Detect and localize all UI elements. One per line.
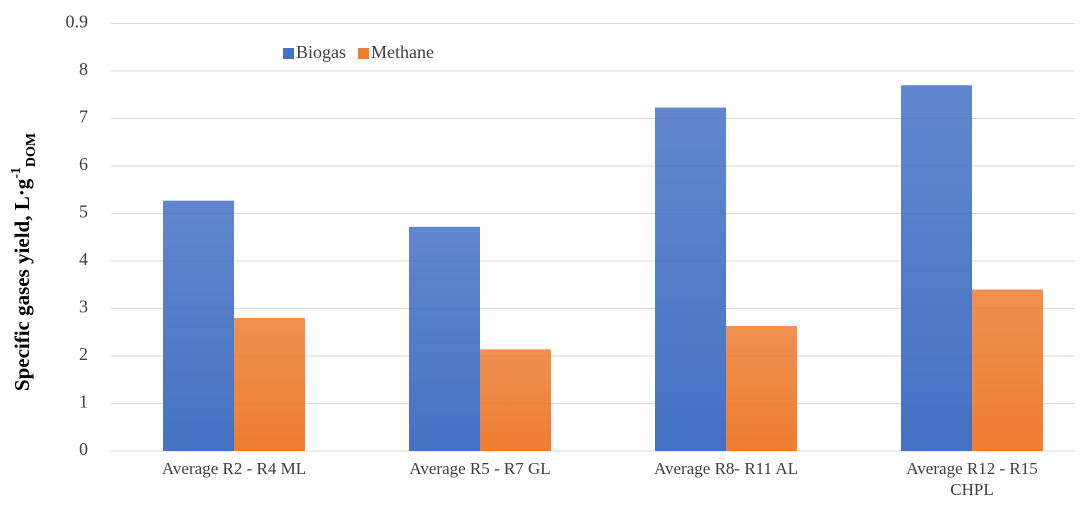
y-tick-label: 8	[79, 59, 88, 79]
y-tick-label: 1	[79, 392, 88, 412]
x-tick-label: Average R12 - R15 CHPL	[906, 459, 1038, 499]
y-label-sub: DOM	[24, 133, 39, 167]
y-tick-label: 5	[79, 202, 88, 222]
y-label-text: Specific gases yield, L·g	[10, 178, 34, 391]
bar	[163, 200, 234, 451]
bar	[480, 349, 551, 451]
x-tick-label: Average R2 - R4 ML	[161, 459, 307, 478]
y-tick-label: 6	[79, 154, 88, 174]
legend-swatch	[283, 48, 294, 59]
y-label-sup: -1	[9, 167, 24, 179]
legend-label: Biogas	[296, 42, 346, 62]
bar	[409, 226, 480, 451]
x-tick-label: Average R5 - R7 GL	[409, 459, 551, 478]
y-tick-label: 7	[79, 107, 88, 127]
y-tick-label: 4	[79, 249, 88, 269]
bar	[655, 107, 726, 451]
y-tick-label: 0	[79, 439, 88, 459]
y-axis-label: Specific gases yield, L·g-1DOM	[9, 133, 39, 391]
y-tick-label: 3	[79, 297, 88, 317]
bar	[901, 85, 972, 451]
legend-swatch	[358, 48, 370, 59]
y-tick-label: 0.9	[66, 12, 89, 32]
bar	[234, 318, 305, 451]
y-tick-label: 2	[79, 344, 88, 364]
legend-label: Methane	[371, 42, 434, 62]
bar	[972, 289, 1043, 451]
x-tick-label: Average R8- R11 AL	[654, 459, 798, 478]
bar	[726, 326, 797, 451]
